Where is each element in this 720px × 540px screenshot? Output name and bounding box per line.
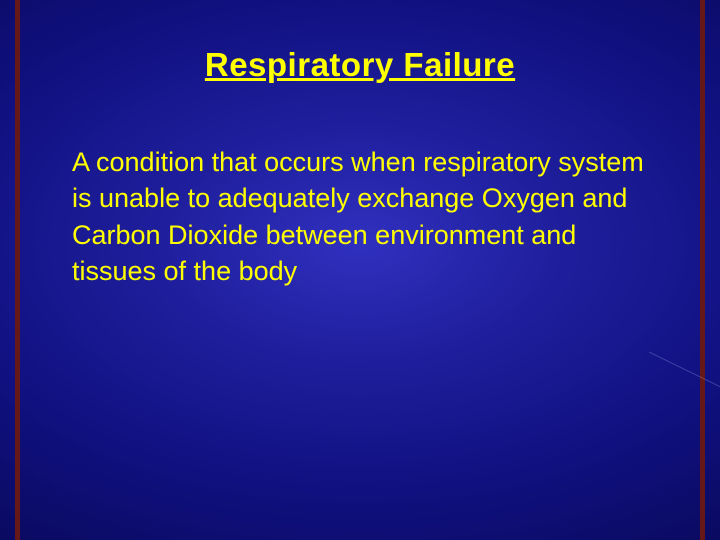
slide-content: Respiratory Failure A condition that occ… [0, 0, 720, 540]
slide-body-text: A condition that occurs when respiratory… [0, 84, 720, 290]
slide-title: Respiratory Failure [0, 46, 720, 84]
